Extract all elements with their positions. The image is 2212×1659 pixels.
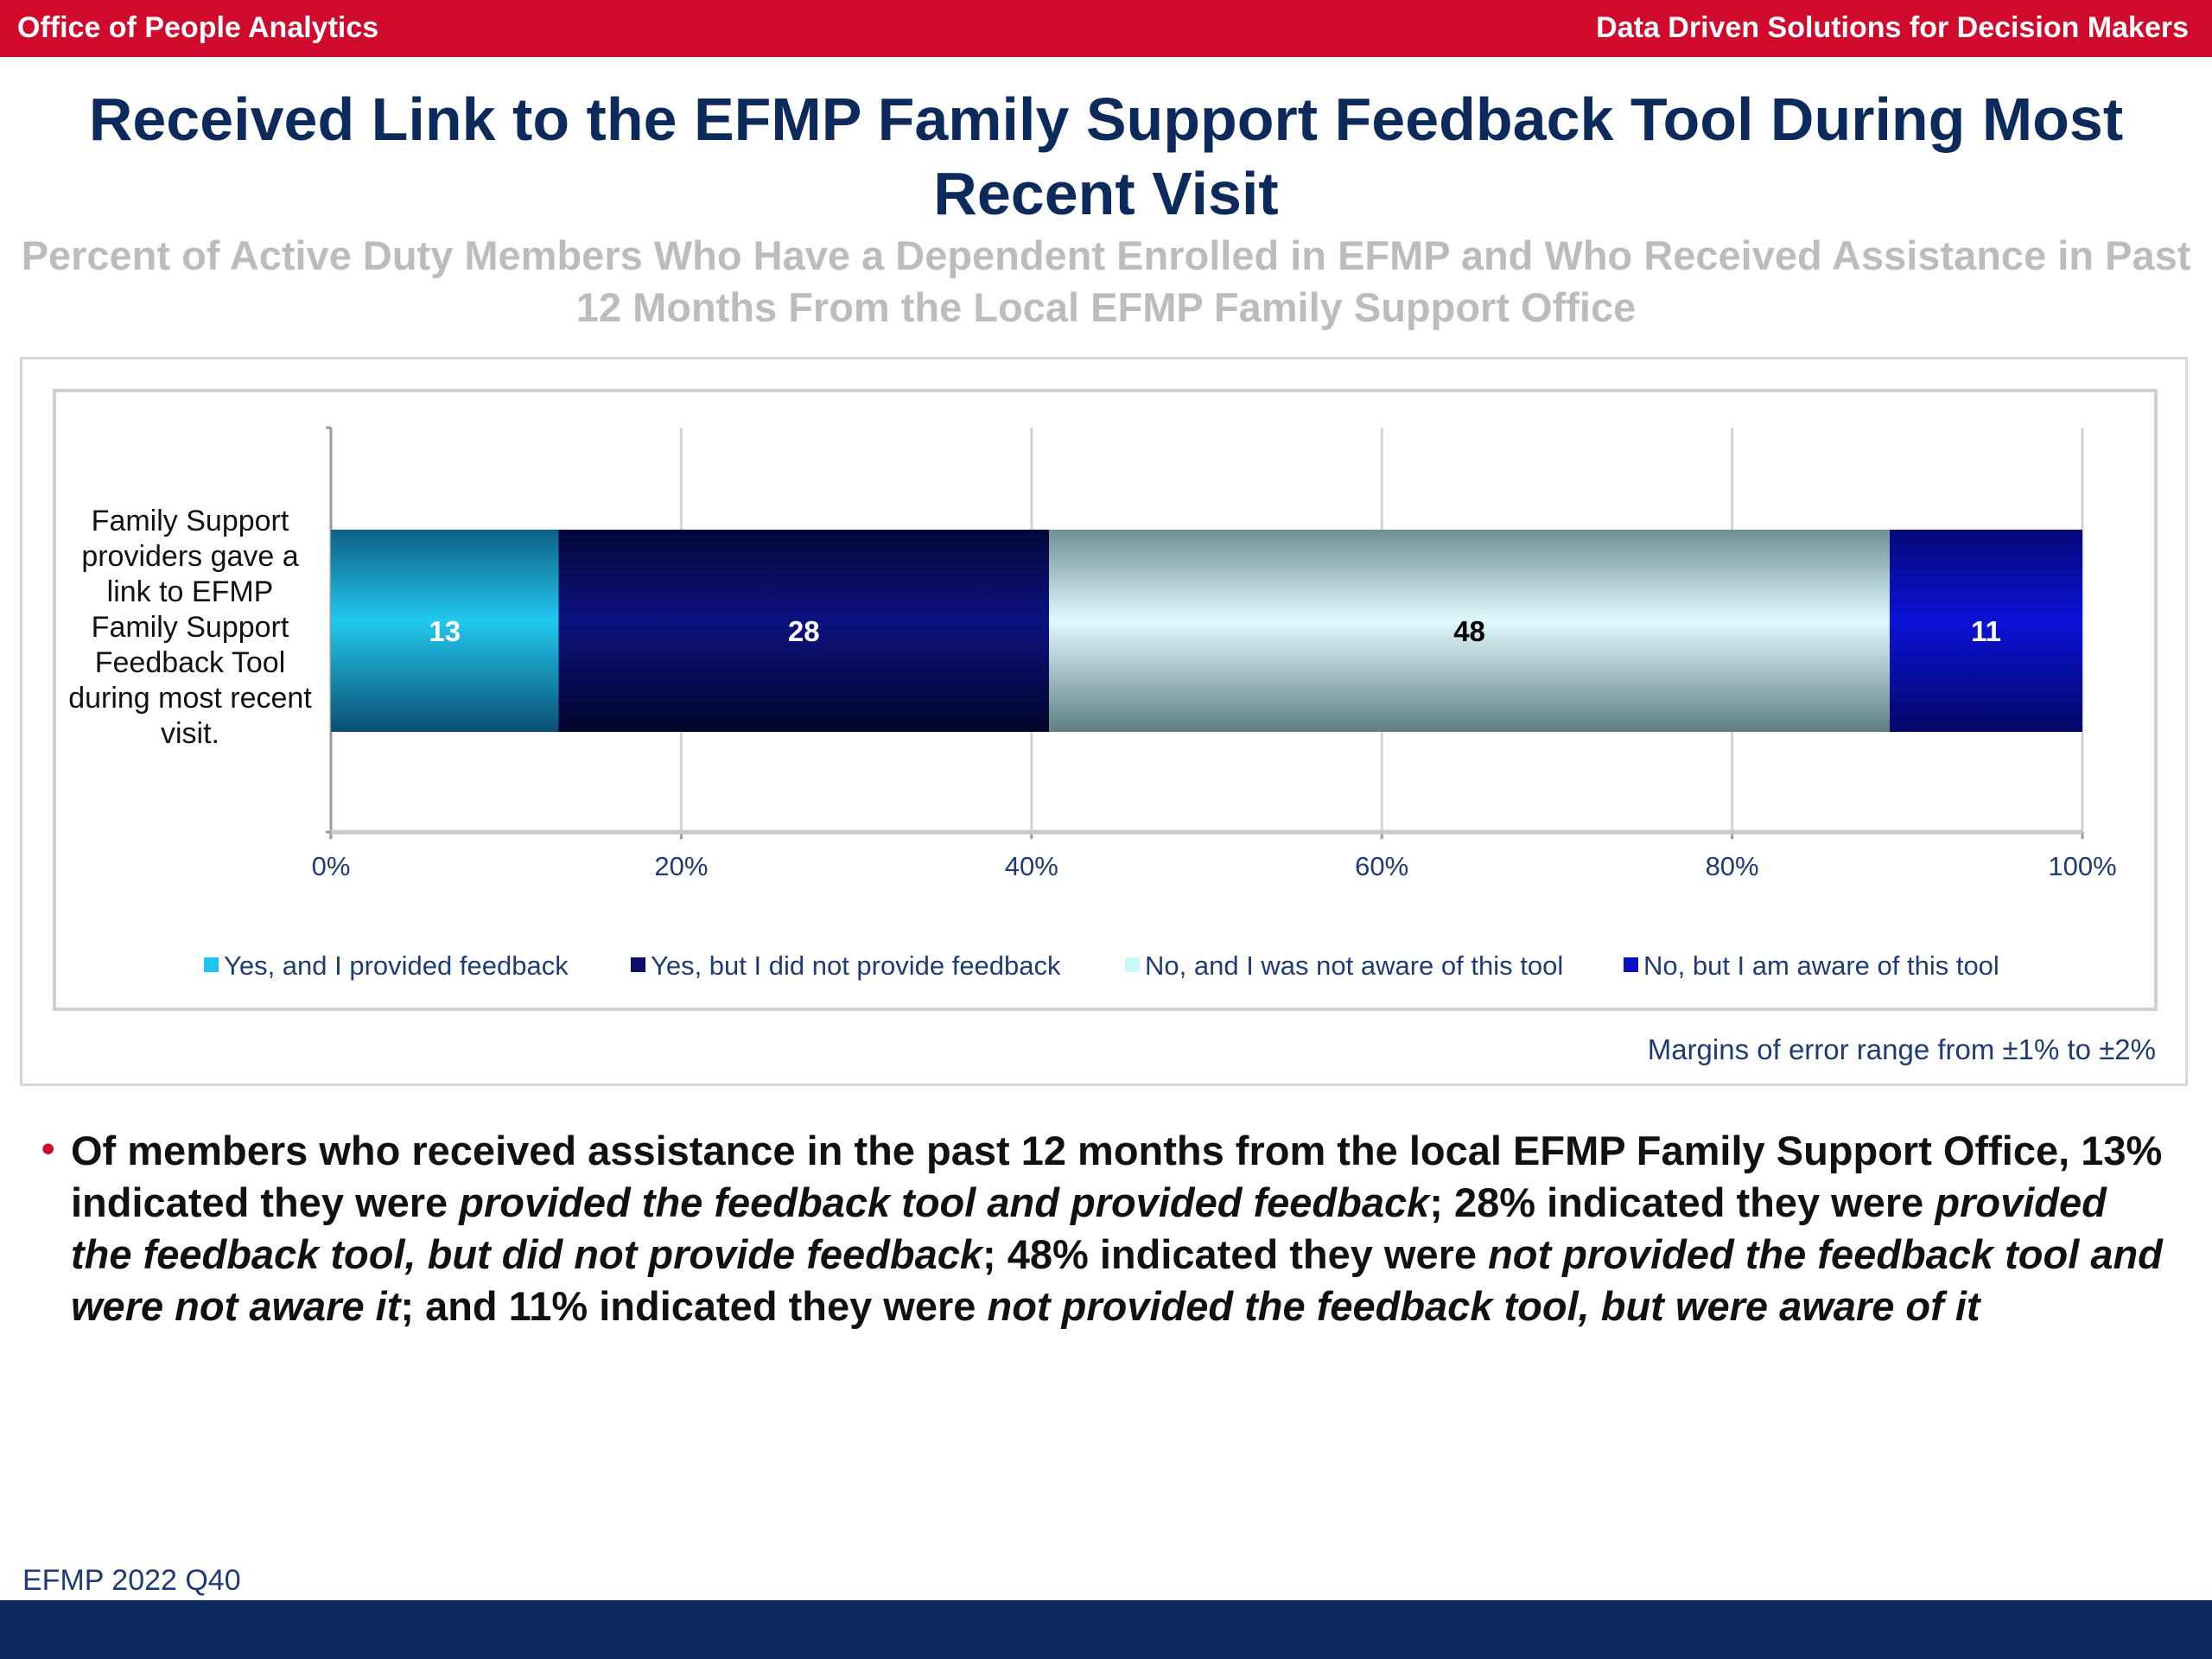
header-tagline: Data Driven Solutions for Decision Maker… bbox=[1596, 11, 2189, 44]
bar-segment bbox=[558, 530, 1050, 732]
bullet-dot-icon: • bbox=[41, 1128, 55, 1170]
summary-emphasis: provided the feedback tool and provided … bbox=[459, 1179, 1430, 1225]
header-org-name: Office of People Analytics bbox=[17, 11, 379, 44]
chart-title: Received Link to the EFMP Family Support… bbox=[88, 86, 2124, 227]
x-tick-label: 80% bbox=[1706, 851, 1759, 881]
x-tick-label: 40% bbox=[1005, 851, 1058, 881]
legend-label: Yes, and I provided feedback bbox=[224, 950, 569, 981]
x-tick-label: 100% bbox=[2048, 851, 2116, 881]
summary-emphasis: provided the feedback tool, but did not … bbox=[71, 1179, 2107, 1277]
summary-text-part: ; 28% indicated they were bbox=[1429, 1179, 1936, 1225]
category-label: Family Support providers gave a link to … bbox=[68, 505, 312, 750]
chart-inner-frame bbox=[53, 389, 2158, 1011]
margin-of-error-note: Margins of error range from ±1% to ±2% bbox=[1647, 1033, 2156, 1065]
summary-emphasis: not provided the feedback tool, but were… bbox=[987, 1283, 1980, 1329]
data-label: 48 bbox=[1453, 615, 1485, 647]
legend-label: Yes, but I did not provide feedback bbox=[651, 950, 1061, 981]
legend-label: No, but I am aware of this tool bbox=[1643, 950, 1999, 981]
x-tick-label: 0% bbox=[312, 851, 351, 881]
legend-swatch bbox=[631, 957, 645, 973]
summary-emphasis: not provided the feedback tool and were … bbox=[71, 1231, 2163, 1329]
legend-swatch bbox=[1624, 957, 1638, 973]
bar-segment bbox=[1049, 530, 1891, 732]
header-bar: Office of People Analytics Data Driven S… bbox=[0, 0, 2212, 57]
legend-item: No, and I was not aware of this tool bbox=[1125, 950, 1563, 982]
summary-text-part: ; and 11% indicated they were bbox=[400, 1283, 988, 1329]
legend-swatch bbox=[204, 957, 219, 973]
legend-item: Yes, and I provided feedback bbox=[204, 950, 569, 982]
bar-segment bbox=[1890, 530, 2082, 732]
summary-text-part: ; 48% indicated they were bbox=[982, 1231, 1489, 1277]
summary-bullet: • Of members who received assistance in … bbox=[41, 1125, 2176, 1332]
legend-swatch bbox=[1125, 957, 1140, 973]
data-label: 13 bbox=[429, 615, 461, 647]
x-tick-label: 60% bbox=[1355, 851, 1408, 881]
chart-subtitle: Percent of Active Duty Members Who Have … bbox=[21, 232, 2191, 330]
legend-item: No, but I am aware of this tool bbox=[1624, 950, 1999, 982]
footer-bar bbox=[0, 1600, 2212, 1659]
x-tick-label: 20% bbox=[654, 851, 708, 881]
bar-segment bbox=[331, 530, 559, 732]
source-note: EFMP 2022 Q40 bbox=[22, 1564, 241, 1597]
chart-outer-frame bbox=[20, 357, 2188, 1086]
data-label: 28 bbox=[788, 615, 820, 647]
chart-legend: Yes, and I provided feedback Yes, but I d… bbox=[204, 950, 2105, 988]
legend-label: No, and I was not aware of this tool bbox=[1145, 950, 1564, 981]
summary-text: Of members who received assistance in th… bbox=[71, 1125, 2176, 1332]
data-label: 11 bbox=[1971, 615, 2001, 647]
summary-text-part: Of members who received assistance in th… bbox=[71, 1128, 2163, 1225]
legend-item: Yes, but I did not provide feedback bbox=[631, 950, 1061, 982]
